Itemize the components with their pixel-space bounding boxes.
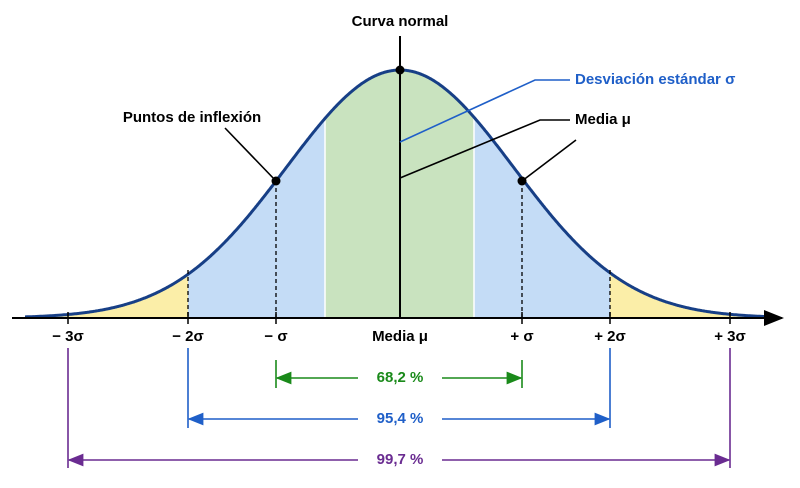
callouts [224,79,577,182]
range-label: 95,4 % [377,410,424,427]
axis-labels: − 3σ − 2σ − σ Media μ + σ + 2σ + 3σ [52,328,746,345]
points [271,65,527,186]
inflection-label: Puntos de inflexión [123,109,261,126]
range-label: 68,2 % [377,369,424,386]
axis-label: + σ [510,328,533,345]
ticks [67,312,731,324]
axis-label: + 3σ [714,328,746,345]
axis-label: − σ [264,328,287,345]
axis-label: Media μ [372,328,428,345]
title: Curva normal [352,13,449,30]
axis-label: − 3σ [52,328,84,345]
range-label: 99,7 % [377,451,424,468]
axis-label: − 2σ [172,328,204,345]
guides [187,181,611,318]
axis-label: + 2σ [594,328,626,345]
mean-label: Media μ [575,111,631,128]
range-brackets [67,348,731,470]
std-label: Desviación estándar σ [575,71,735,88]
